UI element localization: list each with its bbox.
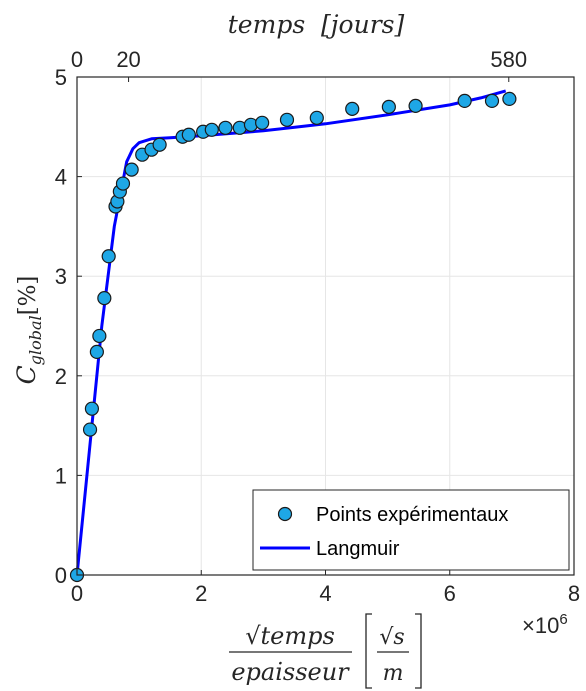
x-tick-label: 2 xyxy=(195,581,207,606)
x-axis-title-denominator: epaisseur xyxy=(231,658,350,686)
data-point xyxy=(457,93,472,109)
data-point xyxy=(502,91,517,107)
x-tick-label: 4 xyxy=(319,581,331,606)
x-axis-title: √temps epaisseur √s m xyxy=(229,613,422,689)
legend: Points expérimentaux Langmuir xyxy=(252,489,570,571)
data-point xyxy=(152,137,167,152)
data-point xyxy=(82,422,98,437)
data-point xyxy=(101,249,116,264)
data-point xyxy=(279,112,295,127)
x-tick-label: 6 xyxy=(444,581,456,606)
grid xyxy=(77,77,574,575)
top-axis-title: temps [jours] xyxy=(228,10,405,39)
data-point xyxy=(218,120,233,135)
legend-marker-points xyxy=(277,506,293,522)
x-axis-exponent-power: 6 xyxy=(559,611,567,628)
y-axis-title-unit: [%] xyxy=(15,276,41,316)
x-axis-unit-numerator: √s xyxy=(379,625,404,650)
x-axis-unit-denominator: m xyxy=(383,661,404,686)
x-axis-unit-bracket-right xyxy=(415,613,422,689)
data-point xyxy=(345,101,360,116)
data-point xyxy=(92,328,107,344)
x-tick-label: 0 xyxy=(71,581,83,606)
y-tick-label: 0 xyxy=(55,563,67,588)
top-tick-label: 580 xyxy=(490,47,527,72)
data-point xyxy=(89,344,104,359)
data-point xyxy=(408,98,423,113)
top-tick-label: 20 xyxy=(116,47,140,72)
data-point xyxy=(309,110,324,125)
y-axis-title-main: C xyxy=(12,365,41,384)
legend-label-langmuir: Langmuir xyxy=(316,538,400,560)
y-tick-label: 1 xyxy=(55,463,67,488)
y-tick-label: 5 xyxy=(55,65,67,90)
data-point xyxy=(255,115,270,130)
y-axis-title: Cglobal[%] xyxy=(12,276,45,385)
data-point xyxy=(381,99,396,114)
y-tick-label: 4 xyxy=(55,165,67,190)
y-axis-title-sub: global xyxy=(26,315,45,365)
x-axis-unit-bracket-left xyxy=(365,613,372,689)
legend-label-points: Points expérimentaux xyxy=(316,504,508,526)
y-tick-label: 2 xyxy=(55,364,67,389)
data-point xyxy=(124,162,139,177)
data-point xyxy=(97,291,112,306)
x-axis-exponent-base: ×10 xyxy=(522,613,559,638)
y-tick-label: 3 xyxy=(55,264,67,289)
data-point xyxy=(484,93,500,109)
data-point xyxy=(181,127,196,142)
data-point xyxy=(84,401,100,416)
x-tick-label: 8 xyxy=(568,581,580,606)
svg-text:Cglobal[%]: Cglobal[%] xyxy=(12,276,45,385)
legend-box xyxy=(252,489,570,571)
x-axis-exponent: ×106 xyxy=(522,611,568,638)
data-point xyxy=(204,122,219,137)
x-axis-title-numerator: √temps xyxy=(245,622,335,650)
top-tick-label: 0 xyxy=(71,47,83,72)
data-point xyxy=(115,176,131,191)
